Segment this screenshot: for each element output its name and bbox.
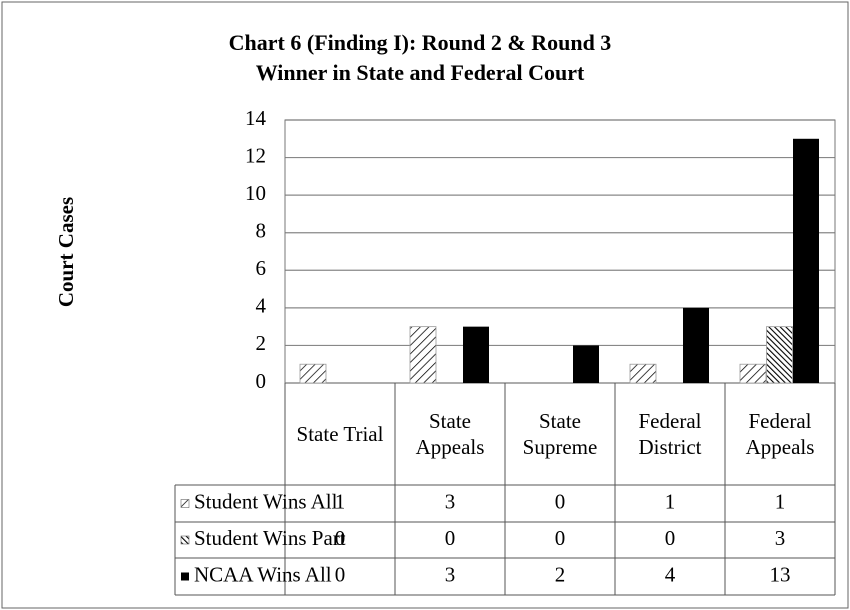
bar [629, 363, 657, 384]
bar [739, 363, 767, 384]
y-tick-label: 12 [245, 143, 266, 167]
table-cell: 4 [665, 562, 676, 586]
y-tick-label: 6 [256, 256, 267, 280]
bar [299, 363, 327, 384]
y-axis-label: Court Cases [54, 197, 78, 307]
plot-border [284, 119, 836, 384]
chart-title: Chart 6 (Finding I): Round 2 & Round 3 W… [228, 30, 612, 85]
table-cell: 0 [555, 489, 566, 513]
table-cell: 1 [775, 489, 786, 513]
y-tick-label: 0 [256, 369, 267, 393]
table-cell: 3 [445, 489, 456, 513]
legend-marker [180, 535, 190, 545]
legend-marker [181, 572, 189, 581]
y-tick-label: 10 [245, 181, 266, 205]
table-cell: 0 [335, 562, 346, 586]
table-cell: 1 [335, 489, 346, 513]
legend-label: Student Wins All [194, 489, 338, 513]
table-cell: 0 [335, 526, 346, 550]
table-cell: 0 [665, 526, 676, 550]
table-cell: 0 [555, 526, 566, 550]
table-cell: 2 [555, 562, 566, 586]
y-tick-label: 2 [256, 331, 267, 355]
x-tick-label: Federal District [638, 409, 702, 459]
x-tick-label: State Appeals [415, 409, 485, 459]
table-cell: 0 [445, 526, 456, 550]
legend-marker [180, 499, 190, 508]
table-cell: 3 [445, 562, 456, 586]
x-tick-label: Federal Appeals [745, 409, 815, 459]
y-tick-label: 8 [256, 219, 267, 243]
y-tick-label: 4 [256, 294, 267, 318]
bar [573, 345, 599, 383]
bar [683, 307, 709, 383]
x-tick-label: State Trial [296, 422, 384, 446]
bar [409, 326, 437, 384]
bar [463, 326, 489, 383]
bar [793, 138, 819, 383]
x-tick-label: State Supreme [522, 409, 598, 459]
table-cell: 3 [775, 526, 786, 550]
table-cell: 13 [770, 562, 791, 586]
legend-label: Student Wins Part [194, 526, 346, 550]
y-tick-label: 14 [245, 106, 267, 130]
bar [766, 326, 793, 384]
legend-label: NCAA Wins All [194, 562, 332, 586]
table-cell: 1 [665, 489, 676, 513]
